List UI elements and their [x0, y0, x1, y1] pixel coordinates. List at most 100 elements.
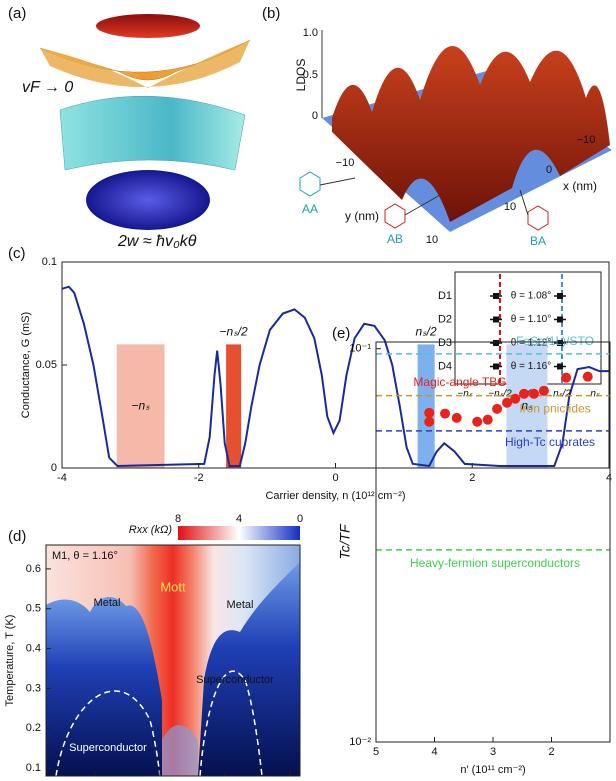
fermi-label: vF → 0 — [22, 79, 73, 96]
sc-region — [162, 725, 198, 776]
inset-angle: θ = 1.16° — [511, 361, 551, 372]
band — [417, 344, 435, 468]
y-tick-label: 0.5 — [26, 603, 41, 615]
inset-row: D3 — [438, 337, 452, 349]
y-tick-label: 10⁻² — [349, 736, 371, 748]
site-label: AB — [387, 232, 403, 246]
inset-marker — [493, 293, 499, 299]
colorbar — [178, 526, 300, 540]
data-point — [440, 408, 451, 419]
data-point — [424, 416, 435, 427]
band — [116, 344, 165, 468]
data-point — [492, 403, 503, 414]
leader — [519, 189, 529, 216]
inset-marker — [557, 293, 563, 299]
inset-tick: −nₛ — [457, 389, 472, 400]
annotation: Superconductor — [196, 674, 274, 686]
x-tick-label: 4 — [606, 472, 612, 484]
x-tick-label: -4 — [57, 472, 67, 484]
inset-marker — [557, 340, 563, 346]
band — [226, 344, 242, 468]
band-label: −nₛ — [132, 398, 151, 412]
y-tick-label: 0 — [51, 462, 57, 474]
z-tick: 0 — [312, 110, 318, 122]
ldos-surface — [332, 45, 610, 222]
x-tick-label: -1.8 — [85, 780, 104, 781]
annotation: Metal — [94, 597, 121, 609]
inset-marker — [493, 340, 499, 346]
panel-label: (e) — [332, 325, 350, 342]
inset-tick: −nₛ/2 — [488, 389, 512, 400]
annotation: M1, θ = 1.16° — [52, 550, 118, 562]
data-point — [538, 385, 549, 396]
hex-icon — [384, 203, 406, 229]
inset-row: D2 — [438, 313, 452, 325]
x-axis-label: Carrier density, n (10¹² cm⁻²) — [265, 490, 405, 502]
x-tick-label: 5 — [373, 746, 379, 758]
sc-dome — [199, 670, 263, 777]
inset-marker — [493, 316, 499, 323]
annotation: Metal — [227, 599, 254, 611]
panel-label: (a) — [8, 5, 26, 22]
reference-label: FeSe(1L)/STO — [516, 334, 594, 348]
y-axis-label: Tc/TF — [337, 523, 353, 560]
data-point — [472, 416, 483, 427]
site-label: AA — [302, 202, 318, 216]
band-label: nₛ/2 — [416, 325, 437, 339]
data-point — [510, 393, 521, 404]
y-axis-label: Conductance, G (mS) — [20, 312, 32, 418]
hex-icon — [299, 171, 321, 197]
sc-region — [198, 562, 300, 776]
x-tick-label: -1.6 — [150, 780, 169, 781]
inset-marker — [493, 363, 499, 370]
inset-marker — [557, 316, 563, 323]
panel-label: (c) — [8, 245, 26, 262]
plot-frame — [45, 544, 301, 777]
y-tick-label: 0.2 — [26, 722, 41, 734]
x-tick-label: -2 — [194, 472, 204, 484]
lower-cone — [86, 170, 210, 230]
z-tick: 0.5 — [303, 69, 318, 81]
annotation: Mott — [160, 579, 186, 594]
flat-band-upper-edge — [40, 40, 250, 88]
leader — [404, 194, 441, 216]
x-tick-label: 3 — [490, 746, 496, 758]
data-point — [528, 388, 539, 399]
x-tick-label: 2 — [469, 472, 475, 484]
inset-marker — [557, 363, 563, 370]
x-tick-label: -1.4 — [216, 780, 235, 781]
colorbar-tick: 4 — [236, 513, 242, 525]
ldos-illustration: (b) LDOS 1.0 0.5 0 −10 10 y (nm) −10 0 1… — [262, 5, 612, 248]
site-label: BA — [530, 234, 546, 248]
x-tick: 0 — [546, 164, 552, 176]
data-point — [519, 388, 530, 399]
data-point — [502, 397, 513, 408]
band-label: −nₛ/2 — [220, 325, 248, 339]
inset-angle: θ = 1.10° — [511, 314, 551, 325]
y-tick: −10 — [336, 157, 355, 169]
band-illustration: (a) vF → 0 2w ≈ ħv₀kθ — [8, 5, 251, 250]
z-label: LDOS — [294, 59, 308, 92]
colorbar-tick: 8 — [175, 513, 181, 525]
band-label: nₛ — [521, 398, 533, 412]
colorbar-label: Rxx (kΩ) — [129, 524, 173, 536]
inset-tick: nₛ — [590, 389, 600, 400]
y-tick: 10 — [426, 234, 438, 246]
data-point — [482, 414, 493, 425]
x-tick: 10 — [504, 201, 516, 213]
inset-angle: θ = 1.08° — [511, 291, 551, 302]
reference-label: High-Tc cuprates — [505, 435, 595, 449]
y-tick-label: 0.3 — [26, 682, 41, 694]
series-label: Magic-angle TBG — [413, 375, 506, 389]
z-tick: 1.0 — [303, 27, 318, 39]
heatmap-body — [46, 526, 300, 777]
x-label: x (nm) — [563, 179, 597, 193]
data-line — [61, 285, 609, 468]
data-point — [561, 372, 572, 383]
y-tick-label: 10⁻¹ — [349, 343, 371, 355]
panel-label: (d) — [8, 528, 26, 545]
y-label: y (nm) — [345, 209, 379, 223]
data-point — [424, 407, 435, 418]
formula: 2w ≈ ħv₀kθ — [117, 233, 197, 250]
